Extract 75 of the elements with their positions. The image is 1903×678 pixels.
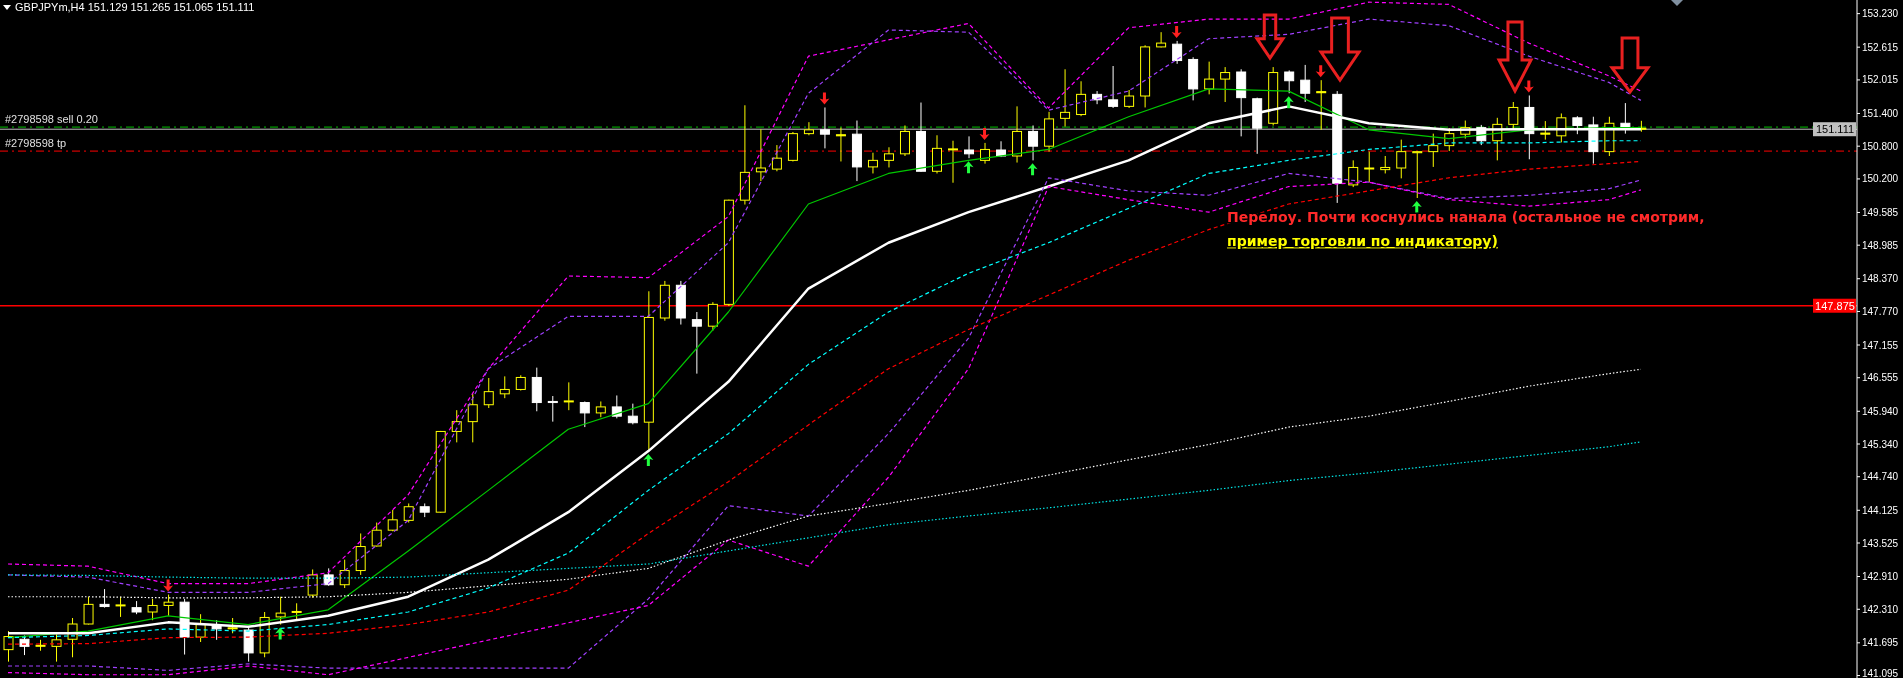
candlestick (1572, 115, 1583, 135)
candlestick (147, 598, 158, 621)
y-tick-label: 148.370 (1862, 273, 1899, 285)
candlestick (819, 106, 830, 149)
candlestick (403, 502, 414, 524)
candlestick (803, 121, 814, 136)
candlestick (371, 522, 382, 548)
candlestick (163, 594, 174, 617)
candlestick (883, 146, 894, 168)
candlestick (771, 144, 782, 172)
candlestick (547, 395, 558, 423)
ref-line-label: 151.111 (1815, 123, 1855, 136)
candlestick (867, 152, 878, 174)
y-tick-label: 142.310 (1862, 603, 1899, 615)
y-tick-label: 147.770 (1862, 305, 1899, 317)
candlestick (1396, 139, 1407, 179)
y-tick-label: 149.585 (1862, 206, 1899, 218)
candlestick (195, 613, 206, 643)
ref-line-label: 147.875 (1815, 299, 1855, 312)
y-tick-label: 151.400 (1862, 107, 1899, 119)
candlestick (1508, 101, 1519, 131)
candlestick (1076, 80, 1087, 117)
candlestick (1060, 68, 1071, 128)
candlestick (835, 127, 846, 162)
y-tick-label: 144.125 (1862, 504, 1899, 516)
y-tick-label: 141.695 (1862, 637, 1899, 649)
candlestick (707, 301, 718, 332)
candlestick (1540, 120, 1551, 141)
candlestick (755, 128, 766, 182)
y-tick-label: 145.340 (1862, 438, 1899, 450)
y-tick-label: 147.155 (1862, 339, 1899, 351)
chart-title: GBPJPYm,H4 151.129 151.265 151.065 151.111 (15, 1, 255, 13)
candlestick (1284, 69, 1295, 94)
y-tick-label: 148.985 (1862, 239, 1899, 251)
y-tick-label: 146.555 (1862, 372, 1899, 384)
candlestick (627, 403, 638, 425)
ref-line-label: #2798598 sell 0.20 (5, 113, 98, 126)
candlestick (483, 377, 494, 409)
y-tick-label: 152.015 (1862, 74, 1899, 86)
candlestick (1028, 124, 1039, 161)
y-tick-label: 150.200 (1862, 173, 1899, 185)
candlestick (1364, 151, 1375, 183)
candlestick (1412, 150, 1423, 199)
y-tick-label: 152.615 (1862, 41, 1899, 53)
candlestick (1428, 133, 1439, 168)
candlestick (1108, 65, 1119, 109)
y-tick-label: 142.910 (1862, 571, 1899, 583)
y-tick-label: 145.940 (1862, 405, 1899, 417)
candlestick (1316, 79, 1327, 131)
candlestick (1220, 66, 1231, 103)
candlestick (948, 140, 959, 184)
y-tick-label: 150.800 (1862, 140, 1899, 152)
candlestick (964, 135, 975, 159)
candlestick (3, 630, 14, 663)
candlestick (467, 393, 478, 443)
candlestick (563, 381, 574, 411)
y-tick-label: 141.095 (1862, 667, 1899, 678)
candlestick (115, 596, 126, 618)
candlestick (83, 596, 94, 626)
candlestick (1348, 159, 1359, 188)
ref-line-label: #2798598 tp (5, 137, 67, 150)
y-tick-label: 144.740 (1862, 471, 1899, 483)
candlestick (579, 400, 590, 428)
y-tick-label: 153.230 (1862, 8, 1899, 20)
candlestick (499, 375, 510, 399)
candlestick (275, 596, 286, 626)
candlestick (1156, 31, 1167, 48)
annotation: пример торговли по индикатору) (1227, 233, 1498, 249)
candlestick (899, 124, 910, 157)
candlestick (1300, 64, 1311, 103)
candlestick (1204, 61, 1215, 95)
candlestick (355, 532, 366, 576)
y-tick-label: 143.525 (1862, 537, 1899, 549)
candlestick (932, 134, 942, 174)
candlestick (691, 311, 702, 375)
